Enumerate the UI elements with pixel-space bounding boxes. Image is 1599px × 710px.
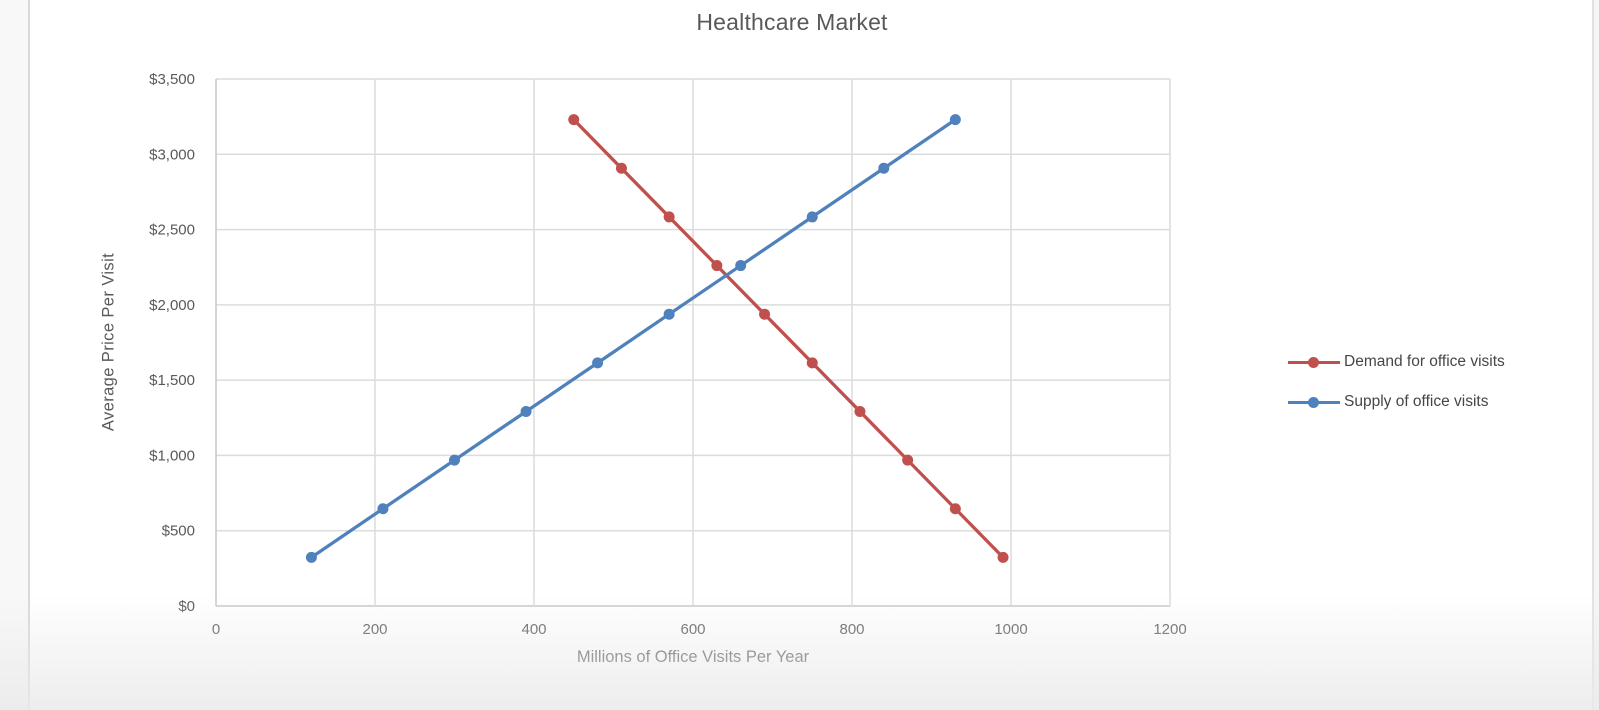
chart-title: Healthcare Market (696, 9, 888, 35)
legend-item-demand: Demand for office visits (1288, 348, 1505, 376)
supply-series-marker (305, 551, 317, 563)
x-tick-label: 200 (362, 621, 387, 638)
supply-series-marker (949, 114, 961, 126)
y-tick-label: $3,000 (149, 146, 195, 163)
demand-series-marker (711, 260, 723, 272)
y-tick-label: $1,000 (149, 447, 195, 464)
demand-series-marker (663, 211, 675, 223)
x-tick-label: 800 (839, 621, 864, 638)
x-tick-label: 600 (680, 621, 705, 638)
demand-series-marker (949, 503, 961, 515)
x-tick-label: 1200 (1153, 621, 1186, 638)
y-tick-label: $2,500 (149, 222, 195, 239)
x-tick-label: 1000 (994, 621, 1027, 638)
supply-series-marker (449, 454, 460, 466)
x-axis-title: Millions of Office Visits Per Year (576, 648, 810, 666)
page-right-gutter (1594, 0, 1599, 710)
demand-series-marker (759, 308, 771, 320)
legend-label-supply: Supply of office visits (1344, 393, 1489, 410)
demand-series-marker (806, 357, 818, 369)
demand-series-marker (854, 405, 866, 417)
supply-series-marker (520, 405, 532, 417)
demand-series-line (572, 118, 1005, 560)
y-tick-label: $2,000 (149, 297, 195, 314)
supply-series-marker (377, 503, 389, 515)
supply-series-marker (592, 357, 604, 369)
y-tick-label: $3,500 (149, 71, 195, 88)
demand-series-marker (568, 114, 580, 126)
y-tick-label: $1,500 (149, 372, 195, 389)
legend: Demand for office visits Supply of offic… (1288, 348, 1505, 428)
demand-legend-marker-icon (1288, 356, 1340, 369)
supply-series-marker (806, 211, 818, 223)
supply-series-marker (878, 162, 890, 174)
page-right-edge-line (1592, 0, 1594, 710)
supply-series-marker (735, 260, 747, 272)
demand-series-marker (997, 551, 1009, 563)
supply-legend-dot (1308, 396, 1319, 408)
demand-series-marker (615, 162, 627, 174)
demand-series-marker (902, 454, 914, 466)
demand-legend-dot (1308, 356, 1319, 368)
y-tick-label: $0 (178, 598, 195, 615)
supply-series-marker (663, 308, 675, 320)
x-tick-label: 0 (212, 621, 220, 638)
page-left-gutter (0, 0, 28, 710)
supply-series-line (309, 118, 957, 560)
page-left-edge-line (28, 0, 30, 710)
supply-legend-marker-icon (1288, 396, 1340, 409)
x-tick-label: 400 (521, 621, 546, 638)
legend-label-demand: Demand for office visits (1344, 353, 1505, 370)
y-axis-title: Average Price Per Visit (99, 252, 118, 432)
legend-item-supply: Supply of office visits (1288, 388, 1505, 416)
y-tick-label: $500 (162, 523, 195, 540)
